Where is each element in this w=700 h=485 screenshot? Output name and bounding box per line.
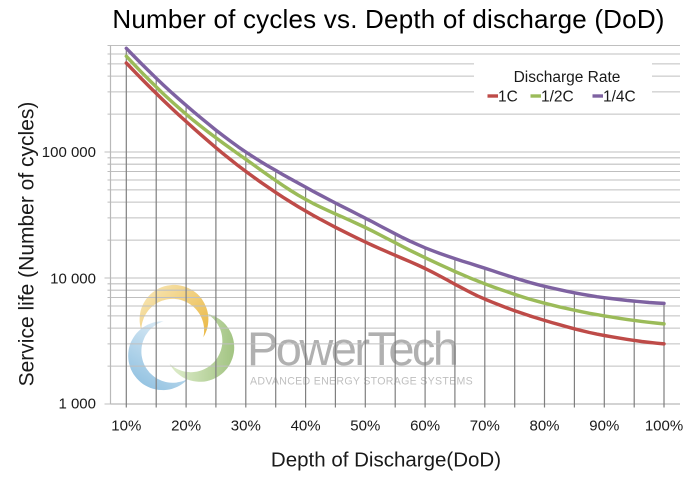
svg-text:Discharge Rate: Discharge Rate: [514, 69, 621, 86]
svg-text:100%: 100%: [645, 418, 683, 435]
svg-text:30%: 30%: [231, 418, 261, 435]
svg-text:PowerTech: PowerTech: [247, 322, 458, 375]
svg-text:1C: 1C: [498, 89, 518, 106]
svg-text:20%: 20%: [171, 418, 201, 435]
svg-text:Number of cycles vs. Depth of: Number of cycles vs. Depth of discharge …: [112, 4, 664, 34]
svg-text:80%: 80%: [529, 418, 559, 435]
svg-text:70%: 70%: [470, 418, 500, 435]
svg-text:Service life (Number of cycles: Service life (Number of cycles): [16, 102, 39, 387]
svg-text:1/2C: 1/2C: [541, 89, 574, 106]
svg-text:1/4C: 1/4C: [603, 89, 636, 106]
svg-text:100 000: 100 000: [42, 144, 96, 161]
svg-text:90%: 90%: [589, 418, 619, 435]
svg-text:10%: 10%: [111, 418, 141, 435]
svg-text:40%: 40%: [291, 418, 321, 435]
svg-text:50%: 50%: [350, 418, 380, 435]
svg-text:1 000: 1 000: [58, 395, 96, 412]
svg-text:60%: 60%: [410, 418, 440, 435]
svg-text:ADVANCED ENERGY STORAGE SYSTEM: ADVANCED ENERGY STORAGE SYSTEMS: [250, 376, 473, 388]
svg-text:10 000: 10 000: [50, 271, 96, 288]
svg-text:Depth of Discharge(DoD): Depth of Discharge(DoD): [271, 449, 501, 472]
